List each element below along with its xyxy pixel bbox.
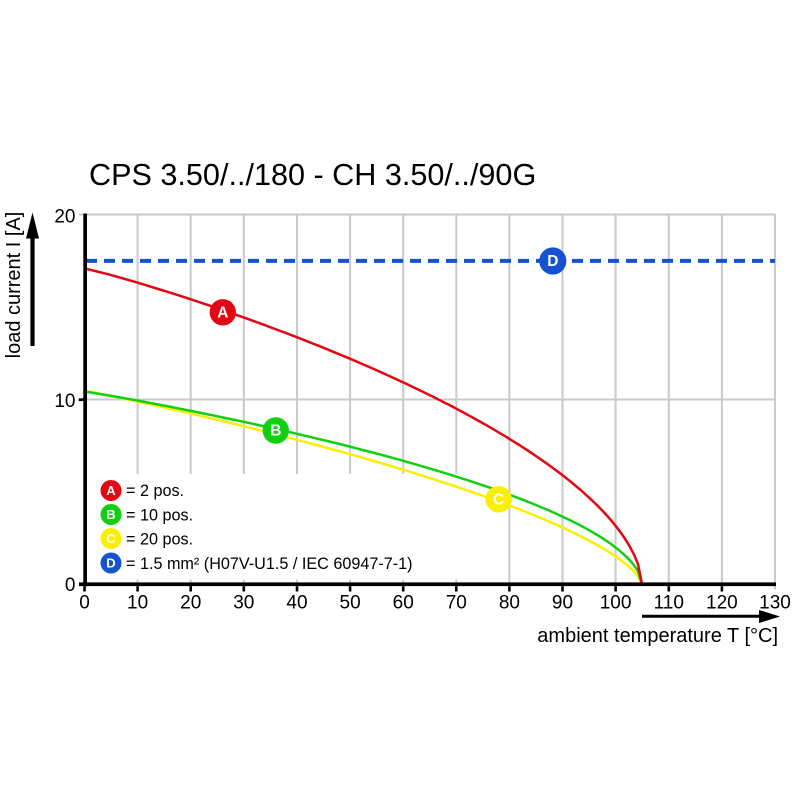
svg-text:A: A (217, 305, 228, 322)
svg-text:130: 130 (759, 593, 791, 614)
svg-text:20: 20 (54, 206, 75, 227)
svg-text:A: A (106, 483, 116, 498)
svg-text:0: 0 (65, 575, 76, 596)
svg-text:= 10 pos.: = 10 pos. (126, 506, 193, 524)
svg-text:20: 20 (180, 593, 201, 614)
svg-text:= 1.5 mm² (H07V-U1.5 / IEC 609: = 1.5 mm² (H07V-U1.5 / IEC 60947-7-1) (126, 555, 413, 573)
svg-text:C: C (106, 531, 116, 546)
svg-text:30: 30 (233, 593, 254, 614)
svg-text:120: 120 (706, 593, 738, 614)
svg-text:CPS 3.50/../180 - CH 3.50/../9: CPS 3.50/../180 - CH 3.50/../90G (89, 158, 536, 192)
svg-text:= 20 pos.: = 20 pos. (126, 530, 193, 548)
svg-text:10: 10 (127, 593, 148, 614)
svg-text:0: 0 (79, 593, 90, 614)
svg-text:90: 90 (552, 593, 573, 614)
svg-text:C: C (493, 492, 504, 509)
svg-text:110: 110 (654, 593, 684, 614)
svg-text:B: B (270, 423, 281, 440)
svg-text:80: 80 (499, 593, 520, 614)
svg-text:40: 40 (286, 593, 307, 614)
svg-text:D: D (547, 253, 558, 270)
svg-text:D: D (106, 556, 115, 571)
svg-text:70: 70 (446, 593, 467, 614)
svg-text:load current I [A]: load current I [A] (3, 212, 25, 359)
svg-text:60: 60 (393, 593, 414, 614)
svg-text:ambient temperature T [°C]: ambient temperature T [°C] (537, 625, 778, 647)
svg-text:100: 100 (600, 593, 632, 614)
svg-text:50: 50 (340, 593, 361, 614)
svg-text:10: 10 (54, 391, 75, 412)
svg-text:= 2 pos.: = 2 pos. (126, 482, 184, 500)
svg-text:B: B (106, 507, 115, 522)
